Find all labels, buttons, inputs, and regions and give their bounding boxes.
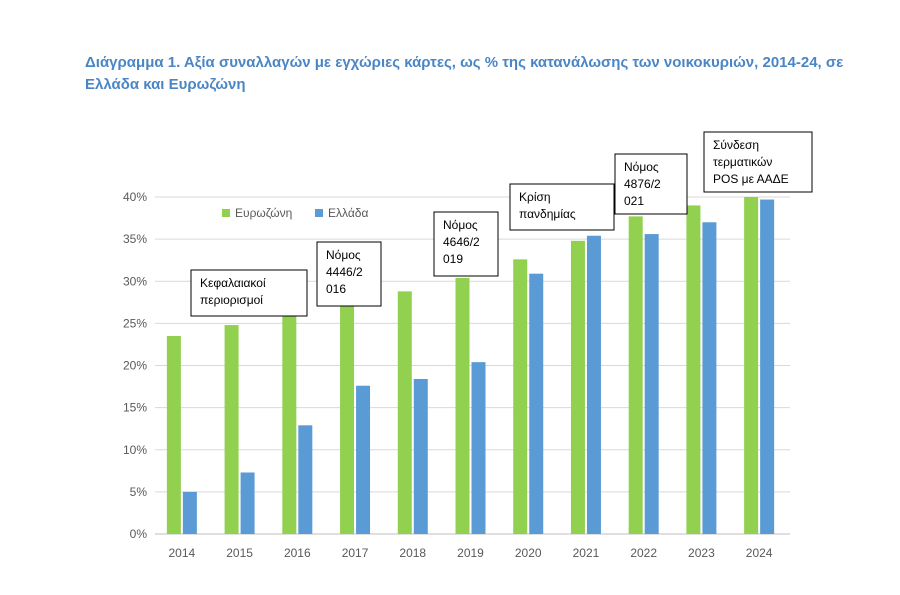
bar-eurozone-2014 — [166, 336, 181, 534]
bar-greece-2019 — [471, 362, 486, 534]
bar-greece-2014 — [182, 491, 197, 534]
annotation-text: Κεφαλαιακοί — [200, 276, 266, 290]
x-tick-label: 2019 — [457, 546, 484, 560]
bar-eurozone-2022 — [628, 216, 643, 534]
bar-eurozone-2017 — [340, 305, 355, 534]
annotation-text: 021 — [624, 194, 644, 208]
annotation-2017: Νόμος 4446/2 016 — [316, 241, 382, 307]
x-tick-label: 2016 — [284, 546, 311, 560]
y-tick-label: 30% — [123, 274, 147, 288]
y-tick-label: 15% — [123, 401, 147, 415]
bar-eurozone-2016 — [282, 314, 297, 534]
annotation-box — [316, 241, 382, 307]
bar-greece-2022 — [644, 234, 659, 534]
y-tick-label: 40% — [123, 190, 147, 204]
x-tick-label: 2015 — [226, 546, 253, 560]
x-tick-label: 2023 — [688, 546, 715, 560]
annotation-box — [433, 211, 499, 277]
bar-greece-2016 — [298, 425, 313, 534]
annotation-text: Νόμος — [624, 160, 659, 174]
bar-eurozone-2024 — [744, 197, 759, 534]
annotation-text: 4646/2 — [443, 235, 480, 249]
bar-greece-2023 — [702, 222, 717, 534]
annotation-box — [509, 183, 615, 231]
bar-eurozone-2015 — [224, 325, 239, 534]
annotation-text: 016 — [326, 282, 346, 296]
x-tick-label: 2024 — [746, 546, 773, 560]
annotation-text: 4446/2 — [326, 265, 363, 279]
chart-title: Διάγραμμα 1. Αξία συναλλαγών με εγχώριες… — [85, 54, 844, 93]
annotation-text: περιορισμοί — [200, 293, 263, 307]
y-tick-label: 0% — [130, 527, 148, 541]
x-tick-label: 2021 — [573, 546, 600, 560]
annotation-2020: Κρίση πανδημίας — [509, 183, 615, 231]
y-tick-label: 20% — [123, 359, 147, 373]
x-tick-label: 2017 — [342, 546, 369, 560]
x-tick-label: 2018 — [399, 546, 426, 560]
annotation-text: 4876/2 — [624, 177, 661, 191]
legend-label: Ελλάδα — [328, 206, 368, 220]
bar-greece-2015 — [240, 472, 255, 534]
annotation-2024: Σύνδεση τερματικών POS με ΑΑΔΕ — [703, 131, 813, 193]
annotation-text: Νόμος — [326, 248, 361, 262]
legend-swatch — [222, 209, 230, 217]
bar-eurozone-2021 — [570, 240, 585, 534]
y-tick-label: 35% — [123, 232, 147, 246]
annotation-text: POS με ΑΑΔΕ — [713, 172, 789, 186]
y-tick-label: 10% — [123, 443, 147, 457]
bar-eurozone-2018 — [397, 291, 412, 534]
annotation-text: Σύνδεση — [713, 138, 759, 152]
annotations: ΚεφαλαιακοίπεριορισμοίΝόμος4446/2016Νόμο… — [190, 131, 813, 317]
x-tick-label: 2022 — [630, 546, 657, 560]
bar-eurozone-2023 — [686, 205, 701, 535]
annotation-box — [703, 131, 813, 193]
bar-greece-2017 — [356, 385, 371, 534]
annotation-text: Κρίση — [519, 190, 551, 204]
legend-swatch — [315, 209, 323, 217]
x-tick-label: 2020 — [515, 546, 542, 560]
annotation-text: Νόμος — [443, 218, 478, 232]
annotation-text: τερματικών — [713, 155, 772, 169]
y-tick-label: 25% — [123, 316, 147, 330]
bars — [166, 197, 775, 535]
annotation-box — [614, 153, 688, 215]
y-axis: 0% 5% 10% 15% 20% 25% 30% 35% 40% — [123, 190, 147, 541]
annotation-box — [190, 269, 308, 317]
annotation-2019: Νόμος 4646/2 019 — [433, 211, 499, 277]
y-tick-label: 5% — [130, 485, 148, 499]
bar-greece-2024 — [760, 199, 775, 534]
bar-greece-2020 — [529, 273, 544, 534]
x-tick-label: 2014 — [169, 546, 196, 560]
annotation-2015: Κεφαλαιακοί περιορισμοί — [190, 269, 308, 317]
bar-greece-2018 — [413, 378, 428, 534]
legend-label: Ευρωζώνη — [235, 206, 292, 220]
gridlines — [155, 196, 790, 535]
bar-greece-2021 — [586, 235, 601, 534]
x-axis: 2014 2015 2016 2017 2018 2019 2020 2021 2022 2023… — [169, 546, 773, 560]
annotation-text: πανδημίας — [519, 207, 576, 221]
bar-eurozone-2019 — [455, 277, 470, 534]
annotation-2022: Νόμος 4876/2 021 — [614, 153, 688, 215]
legend: Ευρωζώνη Ελλάδα — [222, 206, 368, 220]
bar-eurozone-2020 — [513, 259, 528, 534]
annotation-text: 019 — [443, 252, 463, 266]
